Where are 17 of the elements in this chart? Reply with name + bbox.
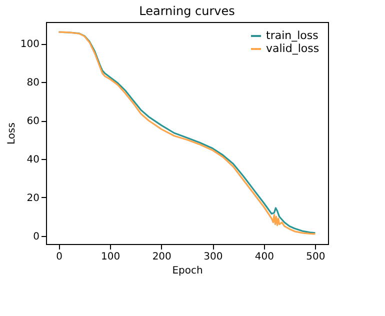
x-tick-label: 200 (152, 252, 172, 262)
x-tick-label: 500 (306, 252, 326, 262)
y-tick-label: 20 (26, 192, 40, 204)
y-axis-title: Loss (6, 122, 18, 144)
x-tick-label: 300 (204, 252, 223, 262)
legend-label: train_loss (266, 29, 319, 42)
x-tick-label: 0 (56, 252, 63, 262)
x-tick-label: 100 (101, 252, 120, 262)
y-tick-label: 0 (33, 231, 40, 242)
x-axis-title: Epoch (172, 266, 203, 276)
y-tick-label: 80 (26, 78, 40, 89)
y-tick-label: 60 (26, 116, 40, 128)
y-tick-label: 100 (20, 39, 40, 50)
chart-title: Learning curves (139, 4, 235, 18)
legend-label: valid_loss (266, 42, 320, 55)
y-tick-label: 40 (26, 154, 40, 166)
x-tick-label: 400 (254, 252, 274, 262)
